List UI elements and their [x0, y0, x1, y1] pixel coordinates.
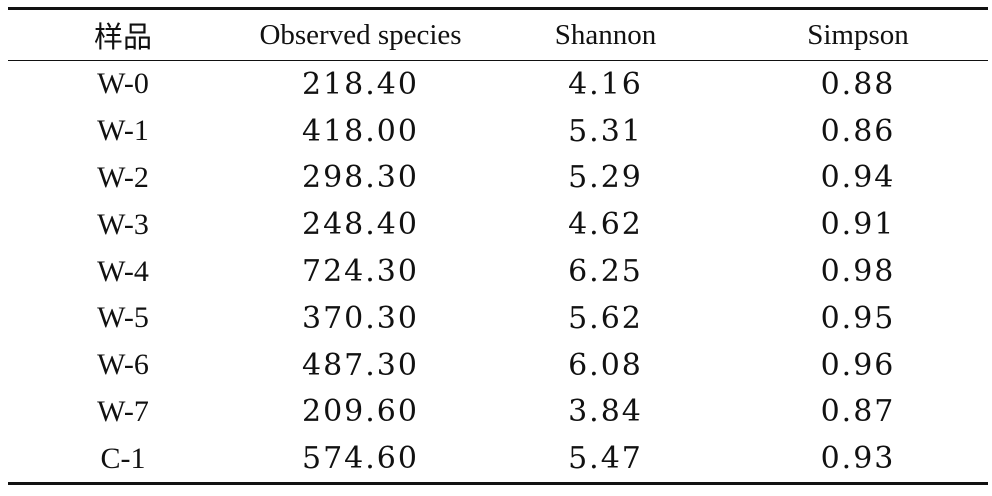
table-row: W-3 248.40 4.62 0.91 [8, 201, 988, 248]
cell-sample: W-3 [97, 207, 149, 241]
table-row: W-1 418.00 5.31 0.86 [8, 108, 988, 155]
cell-shannon: 5.62 [568, 300, 643, 336]
table-row: W-5 370.30 5.62 0.95 [8, 295, 988, 342]
cell-shannon: 5.31 [568, 113, 643, 149]
cell-observed-species: 487.30 [302, 347, 419, 383]
table-row: W-6 487.30 6.08 0.96 [8, 342, 988, 389]
cell-simpson: 0.86 [820, 113, 896, 149]
cell-sample: W-5 [97, 301, 149, 335]
cell-sample: W-6 [97, 348, 149, 382]
cell-shannon: 4.62 [568, 207, 643, 243]
cell-simpson: 0.87 [820, 394, 896, 430]
cell-simpson: 0.91 [820, 207, 896, 243]
cell-simpson: 0.93 [820, 441, 896, 477]
table-row: W-0 218.40 4.16 0.88 [8, 61, 988, 108]
cell-observed-species: 370.30 [302, 300, 419, 336]
table-row: C-1 574.60 5.47 0.93 [8, 435, 988, 484]
cell-shannon: 6.08 [568, 347, 643, 383]
cell-shannon: 4.16 [568, 66, 643, 102]
cell-shannon: 3.84 [568, 394, 643, 430]
table-row: W-4 724.30 6.25 0.98 [8, 248, 988, 295]
cell-simpson: 0.96 [820, 347, 896, 383]
cell-shannon: 5.29 [568, 160, 643, 196]
cell-observed-species: 418.00 [302, 113, 419, 149]
cell-simpson: 0.88 [820, 66, 896, 102]
cell-sample: W-2 [97, 160, 149, 194]
cell-sample: W-4 [97, 254, 149, 288]
header-observed-species: Observed species [259, 18, 462, 51]
cell-sample: W-7 [97, 394, 149, 428]
cell-observed-species: 209.60 [302, 394, 419, 430]
cell-observed-species: 574.60 [302, 441, 419, 477]
cell-shannon: 5.47 [568, 441, 643, 477]
header-simpson: Simpson [807, 18, 909, 51]
cell-sample: W-0 [97, 67, 149, 101]
cell-simpson: 0.98 [820, 254, 896, 290]
cell-observed-species: 248.40 [302, 207, 419, 243]
cell-sample: C-1 [100, 441, 146, 475]
cell-sample: W-1 [97, 114, 149, 148]
table-row: W-2 298.30 5.29 0.94 [8, 155, 988, 202]
cell-observed-species: 218.40 [302, 66, 419, 102]
cell-shannon: 6.25 [568, 254, 643, 290]
cell-observed-species: 724.30 [302, 254, 419, 290]
table-row: W-7 209.60 3.84 0.87 [8, 389, 988, 436]
cell-simpson: 0.94 [820, 160, 896, 196]
header-sample: 样品 [93, 22, 152, 54]
diversity-table-container: 样品 Observed species Shannon Simpson W-0 … [8, 7, 988, 485]
header-shannon: Shannon [554, 18, 657, 51]
diversity-index-table: 样品 Observed species Shannon Simpson W-0 … [8, 7, 988, 485]
cell-observed-species: 298.30 [302, 160, 419, 196]
table-header-row: 样品 Observed species Shannon Simpson [8, 8, 988, 61]
cell-simpson: 0.95 [820, 300, 896, 336]
